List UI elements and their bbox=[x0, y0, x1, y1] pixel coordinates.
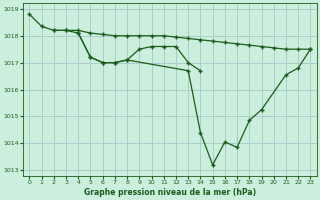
X-axis label: Graphe pression niveau de la mer (hPa): Graphe pression niveau de la mer (hPa) bbox=[84, 188, 256, 197]
